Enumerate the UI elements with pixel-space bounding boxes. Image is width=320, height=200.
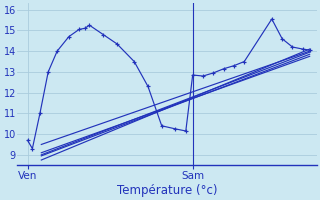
X-axis label: Température (°c): Température (°c) — [116, 184, 217, 197]
